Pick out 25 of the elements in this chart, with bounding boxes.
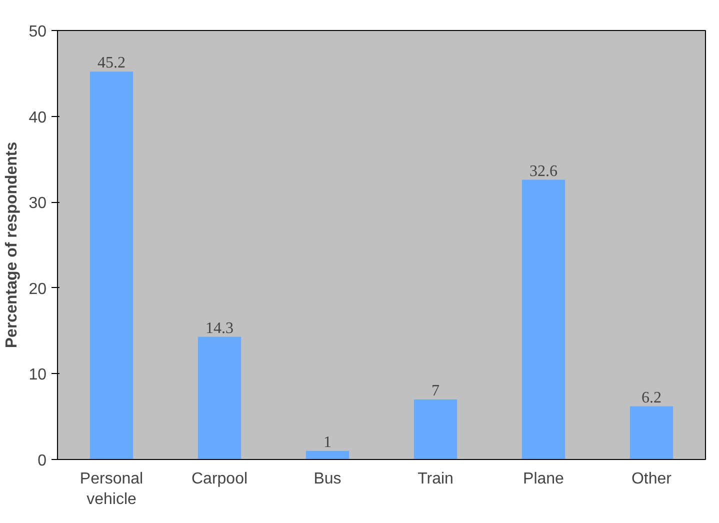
y-axis-title: Percentage of respondents xyxy=(4,142,21,348)
data-label: 32.6 xyxy=(530,162,558,180)
y-tick-label: 40 xyxy=(28,109,47,126)
data-label: 1 xyxy=(324,434,332,451)
bar xyxy=(306,450,350,460)
y-tick-label: 50 xyxy=(28,24,47,40)
y-tick-label: 0 xyxy=(38,452,47,470)
data-label: 14.3 xyxy=(206,320,234,337)
x-tick-label: Bus xyxy=(314,470,342,488)
x-tick-label: Plane xyxy=(523,470,564,488)
x-tick-label: Carpool xyxy=(191,470,248,488)
y-tick-label: 10 xyxy=(28,366,47,384)
data-label: 6.2 xyxy=(642,389,662,406)
y-tick-label: 20 xyxy=(28,280,47,298)
bar xyxy=(414,399,458,460)
bar xyxy=(522,180,566,460)
x-tick-label: Train xyxy=(418,470,454,488)
x-tick-label: Other xyxy=(631,470,672,488)
bar xyxy=(630,406,674,460)
y-tick-label: 30 xyxy=(28,195,47,212)
data-label: 7 xyxy=(432,382,440,400)
bar xyxy=(90,72,134,460)
bar xyxy=(198,336,242,460)
data-label: 45.2 xyxy=(98,54,126,72)
x-tick-label: Personal vehicle xyxy=(80,470,144,508)
